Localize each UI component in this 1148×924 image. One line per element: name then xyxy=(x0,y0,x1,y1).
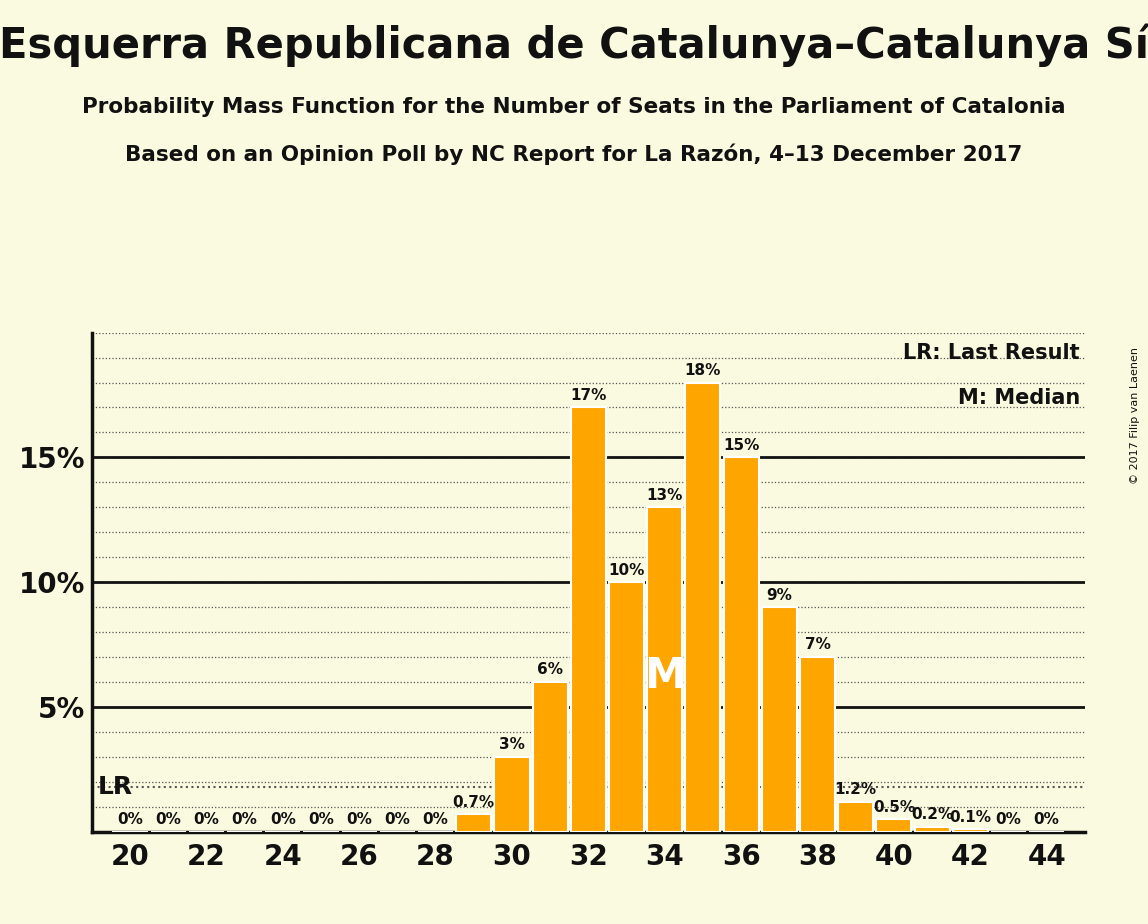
Text: LR: LR xyxy=(98,774,133,798)
Bar xyxy=(571,407,606,832)
Text: 3%: 3% xyxy=(499,737,525,752)
Text: 0%: 0% xyxy=(194,812,219,827)
Bar xyxy=(456,814,491,832)
Bar xyxy=(685,383,721,832)
Text: 13%: 13% xyxy=(646,488,683,503)
Bar xyxy=(876,819,912,832)
Text: 0%: 0% xyxy=(385,812,410,827)
Bar xyxy=(800,657,835,832)
Text: 1.2%: 1.2% xyxy=(835,783,877,797)
Text: 0.2%: 0.2% xyxy=(912,808,953,822)
Text: 0%: 0% xyxy=(270,812,296,827)
Bar xyxy=(533,682,568,832)
Text: LR: Last Result: LR: Last Result xyxy=(903,343,1080,362)
Text: 0.5%: 0.5% xyxy=(872,799,915,815)
Text: 0.7%: 0.7% xyxy=(452,795,495,809)
Text: 0%: 0% xyxy=(347,812,372,827)
Text: 0%: 0% xyxy=(422,812,449,827)
Bar xyxy=(762,607,797,832)
Text: M: Median: M: Median xyxy=(957,387,1080,407)
Bar xyxy=(608,582,644,832)
Text: 17%: 17% xyxy=(571,388,606,403)
Text: 18%: 18% xyxy=(684,363,721,378)
Text: 7%: 7% xyxy=(805,638,830,652)
Text: 0%: 0% xyxy=(995,812,1022,827)
Bar xyxy=(915,827,949,832)
Text: 9%: 9% xyxy=(767,588,792,602)
Text: 0%: 0% xyxy=(155,812,181,827)
Text: 0.1%: 0.1% xyxy=(949,809,991,824)
Text: Esquerra Republicana de Catalunya–Catalunya Sí: Esquerra Republicana de Catalunya–Catalu… xyxy=(0,23,1148,67)
Text: 0%: 0% xyxy=(232,812,257,827)
Text: 15%: 15% xyxy=(723,438,759,453)
Bar xyxy=(647,507,682,832)
Text: 0%: 0% xyxy=(1033,812,1060,827)
Text: 0%: 0% xyxy=(308,812,334,827)
Text: 6%: 6% xyxy=(537,663,564,677)
Text: Probability Mass Function for the Number of Seats in the Parliament of Catalonia: Probability Mass Function for the Number… xyxy=(83,97,1065,117)
Bar xyxy=(723,457,759,832)
Bar xyxy=(838,802,874,832)
Text: 10%: 10% xyxy=(608,563,645,578)
Text: M: M xyxy=(644,655,685,697)
Text: 0%: 0% xyxy=(117,812,144,827)
Bar xyxy=(495,757,529,832)
Text: © 2017 Filip van Laenen: © 2017 Filip van Laenen xyxy=(1130,347,1140,484)
Text: Based on an Opinion Poll by NC Report for La Razón, 4–13 December 2017: Based on an Opinion Poll by NC Report fo… xyxy=(125,143,1023,164)
Bar xyxy=(953,829,987,832)
